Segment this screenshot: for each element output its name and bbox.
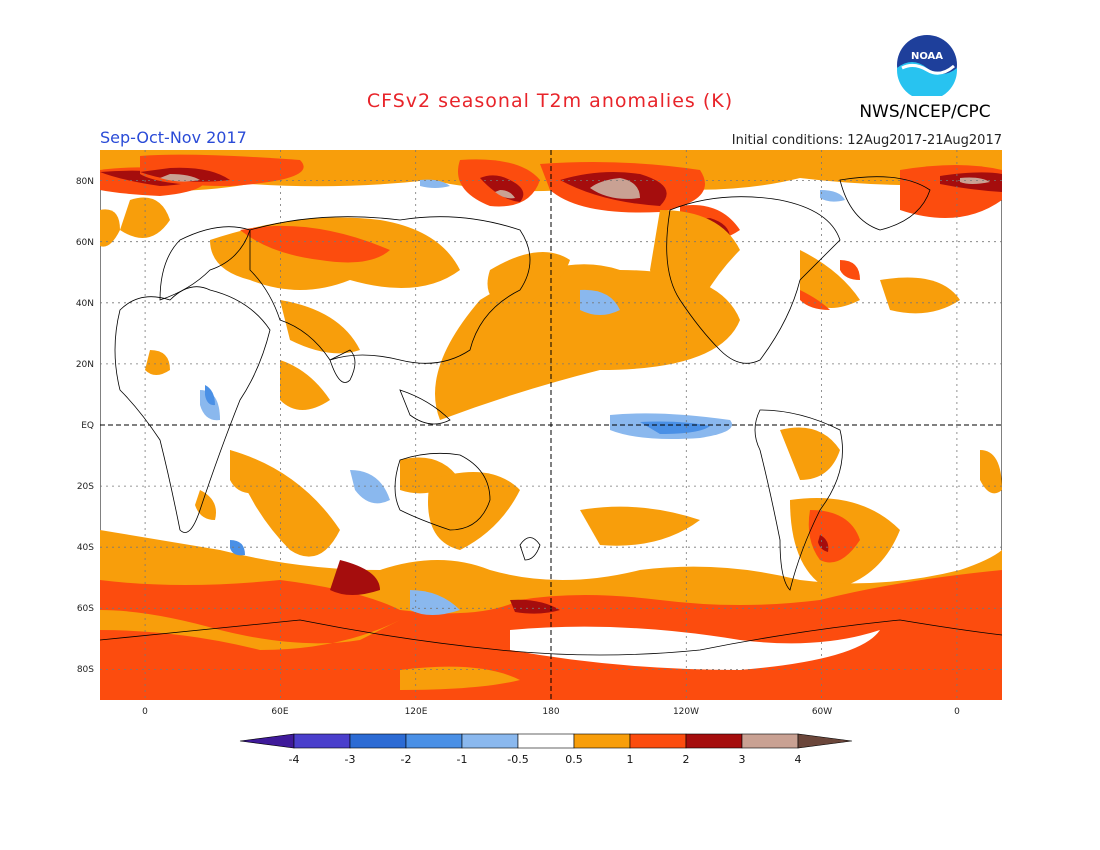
color-legend: -4 -3 -2 -1 -0.5 0.5 1 2 3 4 <box>239 733 853 766</box>
reference-lines <box>100 150 1002 700</box>
lat-label: 60N <box>76 238 94 248</box>
legend-label: -0.5 <box>507 753 528 766</box>
legend-label: 0.5 <box>565 753 583 766</box>
season-label: Sep-Oct-Nov 2017 <box>100 128 247 147</box>
legend-arrow-low <box>239 733 295 749</box>
legend-label: -4 <box>289 753 300 766</box>
legend-swatch <box>741 733 799 749</box>
lat-label: EQ <box>81 421 94 431</box>
lon-label: 0 <box>142 707 148 717</box>
legend-label: 1 <box>627 753 634 766</box>
lat-label: 40N <box>76 299 94 309</box>
lat-label: 80N <box>76 177 94 187</box>
lon-label: 60E <box>271 707 288 717</box>
lon-label: 60W <box>812 707 832 717</box>
anomaly-shading <box>100 150 1002 700</box>
lat-label: 40S <box>77 543 94 553</box>
coastlines <box>100 176 1002 656</box>
agency-label: NWS/NCEP/CPC <box>859 102 991 122</box>
legend-swatch <box>405 733 463 749</box>
lat-label: 80S <box>77 665 94 675</box>
legend-swatch <box>517 733 575 749</box>
noaa-logo-text: NOAA <box>911 51 943 62</box>
legend-label: 4 <box>795 753 802 766</box>
lon-label: 180 <box>542 707 559 717</box>
lon-labels: 0 60E 120E 180 120W 60W 0 <box>142 707 960 717</box>
anomaly-map <box>100 150 1002 700</box>
legend-swatch <box>573 733 631 749</box>
legend-label: 3 <box>739 753 746 766</box>
lat-label: 20S <box>77 482 94 492</box>
noaa-logo-icon: NOAA <box>897 35 957 96</box>
lat-labels: 80N 60N 40N 20N EQ 20S 40S 60S 80S <box>76 177 94 675</box>
legend-swatch <box>461 733 519 749</box>
initial-conditions-label: Initial conditions: 12Aug2017-21Aug2017 <box>731 133 1002 148</box>
legend-label: 2 <box>683 753 690 766</box>
legend-swatch <box>685 733 743 749</box>
legend-label: -2 <box>401 753 412 766</box>
chart-title: CFSv2 seasonal T2m anomalies (K) <box>366 90 734 112</box>
lon-label: 0 <box>954 707 960 717</box>
legend-label: -1 <box>457 753 468 766</box>
lon-label: 120E <box>405 707 428 717</box>
lat-label: 60S <box>77 604 94 614</box>
legend-swatch <box>349 733 407 749</box>
legend-label: -3 <box>345 753 356 766</box>
legend-swatch <box>629 733 687 749</box>
legend-arrow-high <box>797 733 853 749</box>
legend-swatch <box>293 733 351 749</box>
lat-label: 20N <box>76 360 94 370</box>
lon-label: 120W <box>673 707 699 717</box>
